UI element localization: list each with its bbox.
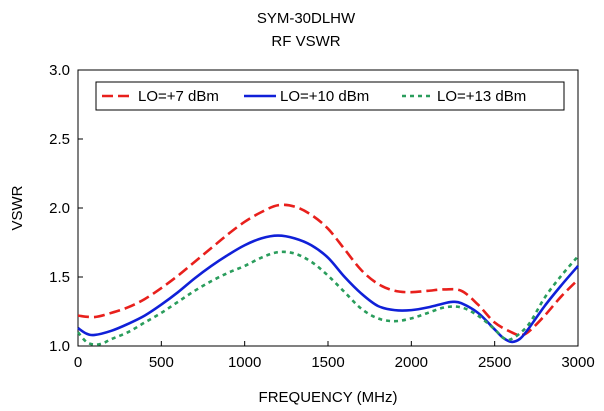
y-axis-label: VSWR xyxy=(9,185,26,230)
x-axis-ticks: 0 500 1000 1500 2000 2500 3000 xyxy=(74,341,595,371)
legend: LO=+7 dBm LO=+10 dBm LO=+13 dBm xyxy=(95,81,565,111)
y-tick-label: 1.5 xyxy=(49,269,70,286)
y-tick-label: 3.0 xyxy=(49,62,70,79)
series-lines xyxy=(76,203,579,346)
plot-area xyxy=(77,69,579,347)
y-axis-ticks: 1.0 1.5 2.0 2.5 3.0 xyxy=(49,62,83,355)
x-tick-label: 2000 xyxy=(395,354,428,371)
series-line-lo7 xyxy=(77,203,579,337)
legend-box xyxy=(95,81,565,111)
legend-label-lo10: LO=+10 dBm xyxy=(280,88,369,105)
x-tick-label: 500 xyxy=(149,354,174,371)
y-tick-label: 2.0 xyxy=(49,200,70,217)
x-tick-label: 3000 xyxy=(561,354,594,371)
series-line-lo10 xyxy=(77,234,579,344)
x-tick-label: 1000 xyxy=(228,354,261,371)
chart-subtitle: RF VSWR xyxy=(271,33,340,50)
x-tick-label: 1500 xyxy=(311,354,344,371)
legend-label-lo13: LO=+13 dBm xyxy=(437,88,526,105)
chart-title: SYM-30DLHW xyxy=(257,10,356,27)
x-tick-label: 2500 xyxy=(478,354,511,371)
y-tick-label: 2.5 xyxy=(49,131,70,148)
x-tick-label: 0 xyxy=(74,354,82,371)
x-axis-label: FREQUENCY (MHz) xyxy=(259,389,398,406)
y-tick-label: 1.0 xyxy=(49,338,70,355)
series-line-lo13 xyxy=(76,250,579,346)
legend-label-lo7: LO=+7 dBm xyxy=(138,88,219,105)
